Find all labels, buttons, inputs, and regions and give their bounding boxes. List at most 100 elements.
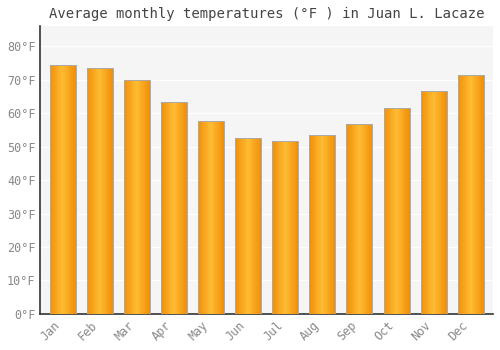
Bar — [408, 108, 410, 314]
Bar — [173, 102, 174, 314]
Bar — [275, 141, 276, 314]
Bar — [310, 135, 311, 314]
Bar — [128, 80, 129, 314]
Bar — [404, 108, 405, 314]
Bar — [444, 91, 445, 314]
Bar — [405, 108, 406, 314]
Bar — [143, 80, 144, 314]
Bar — [208, 121, 210, 314]
Bar — [86, 68, 113, 314]
Bar — [256, 138, 257, 314]
Bar — [211, 121, 212, 314]
Bar — [104, 68, 105, 314]
Bar — [217, 121, 218, 314]
Bar — [147, 80, 148, 314]
Bar — [422, 91, 424, 314]
Bar — [260, 138, 261, 314]
Bar — [280, 141, 281, 314]
Bar — [99, 68, 100, 314]
Bar — [54, 65, 55, 314]
Bar — [354, 124, 355, 314]
Bar — [50, 65, 51, 314]
Bar — [439, 91, 440, 314]
Bar — [427, 91, 428, 314]
Bar — [56, 65, 58, 314]
Bar — [53, 65, 54, 314]
Bar — [475, 75, 476, 314]
Bar — [105, 68, 106, 314]
Bar — [292, 141, 293, 314]
Bar — [198, 121, 199, 314]
Bar — [132, 80, 134, 314]
Bar — [346, 124, 348, 314]
Bar — [205, 121, 206, 314]
Bar — [103, 68, 104, 314]
Bar — [462, 75, 463, 314]
Bar — [458, 75, 460, 314]
Bar — [317, 135, 318, 314]
Bar — [324, 135, 325, 314]
Bar — [284, 141, 285, 314]
Bar — [142, 80, 143, 314]
Bar — [287, 141, 288, 314]
Bar — [61, 65, 62, 314]
Bar — [396, 108, 398, 314]
Bar — [257, 138, 258, 314]
Bar — [399, 108, 400, 314]
Bar — [110, 68, 111, 314]
Bar — [469, 75, 470, 314]
Bar — [161, 102, 187, 314]
Bar — [384, 108, 409, 314]
Bar — [106, 68, 108, 314]
Bar — [323, 135, 324, 314]
Bar — [241, 138, 242, 314]
Bar — [94, 68, 96, 314]
Bar — [466, 75, 468, 314]
Bar — [96, 68, 97, 314]
Bar — [149, 80, 150, 314]
Bar — [130, 80, 132, 314]
Bar — [326, 135, 328, 314]
Bar — [216, 121, 217, 314]
Bar — [249, 138, 250, 314]
Bar — [254, 138, 255, 314]
Bar — [285, 141, 286, 314]
Bar — [176, 102, 178, 314]
Bar — [92, 68, 93, 314]
Bar — [136, 80, 137, 314]
Bar — [482, 75, 483, 314]
Bar — [102, 68, 103, 314]
Bar — [168, 102, 170, 314]
Bar — [165, 102, 166, 314]
Bar — [398, 108, 399, 314]
Bar — [460, 75, 462, 314]
Bar — [67, 65, 68, 314]
Bar — [401, 108, 402, 314]
Bar — [68, 65, 70, 314]
Bar — [164, 102, 165, 314]
Bar — [186, 102, 187, 314]
Bar — [360, 124, 361, 314]
Bar — [286, 141, 287, 314]
Bar — [220, 121, 222, 314]
Bar — [219, 121, 220, 314]
Bar — [86, 68, 88, 314]
Bar — [368, 124, 369, 314]
Bar — [279, 141, 280, 314]
Bar — [50, 65, 76, 314]
Bar — [126, 80, 128, 314]
Bar — [137, 80, 138, 314]
Bar — [140, 80, 141, 314]
Bar — [458, 75, 484, 314]
Bar — [436, 91, 437, 314]
Bar — [144, 80, 146, 314]
Bar — [295, 141, 296, 314]
Bar — [318, 135, 319, 314]
Bar — [214, 121, 216, 314]
Bar — [358, 124, 360, 314]
Bar — [148, 80, 149, 314]
Bar — [278, 141, 279, 314]
Bar — [357, 124, 358, 314]
Bar — [431, 91, 432, 314]
Bar — [111, 68, 112, 314]
